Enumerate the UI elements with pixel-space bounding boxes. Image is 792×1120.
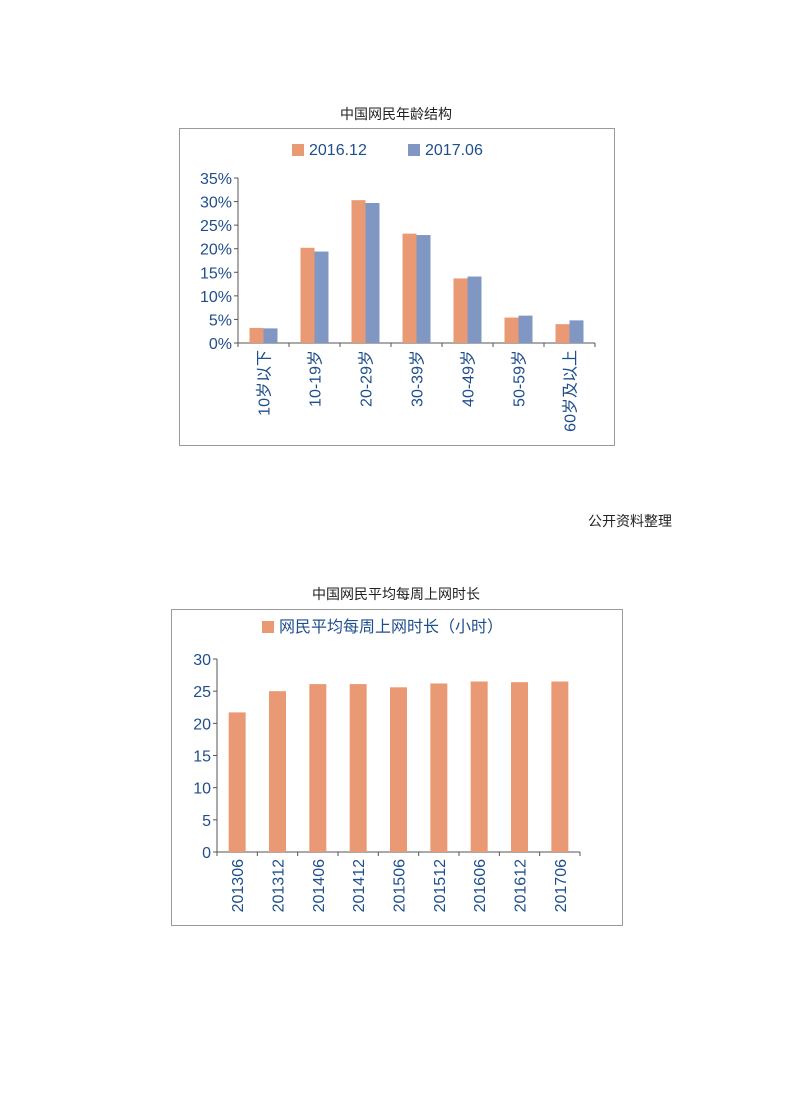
weekly-hours-chart-svg: 网民平均每周上网时长（小时） 0 5 10 15 20 25 30 201306 201312 20… xyxy=(171,609,623,926)
legend-label: 2016.12 xyxy=(309,142,367,159)
x-tick-label: 10-19岁 xyxy=(307,350,325,407)
y-tick-label: 15 xyxy=(193,749,211,766)
x-tick-label: 20-29岁 xyxy=(358,350,376,407)
bar xyxy=(349,684,367,852)
bar xyxy=(555,324,570,343)
bar xyxy=(416,235,431,343)
bar xyxy=(300,247,315,343)
weekly-hours-chart: 网民平均每周上网时长（小时） 0 5 10 15 20 25 30 201306 201312 20… xyxy=(171,609,623,930)
bar xyxy=(504,317,519,343)
y-tick-label: 25 xyxy=(193,684,211,701)
bar xyxy=(228,712,246,852)
x-tick-label: 201612 xyxy=(513,859,530,912)
x-tick-label: 60岁及以上 xyxy=(562,350,580,432)
bar xyxy=(249,327,264,343)
x-tick-label: 201412 xyxy=(351,859,368,912)
x-tick-label: 201706 xyxy=(553,859,570,912)
y-tick-label: 10% xyxy=(200,289,232,306)
age-structure-chart: 2016.12 2017.06 0% 5% 10% 15% 20% 25% 30% 35% 10岁以… xyxy=(179,128,615,450)
bar xyxy=(390,687,407,852)
y-tick-label: 30% xyxy=(200,195,232,212)
bar xyxy=(511,682,528,852)
bar xyxy=(314,251,329,343)
bar xyxy=(430,683,448,852)
bar xyxy=(518,315,533,343)
chart-frame xyxy=(179,128,615,446)
bar xyxy=(569,320,584,343)
x-tick-label: 201406 xyxy=(311,859,328,912)
legend-label: 2017.06 xyxy=(425,142,483,159)
y-tick-label: 10 xyxy=(193,781,211,798)
legend-swatch xyxy=(408,144,420,156)
bar xyxy=(453,278,468,343)
y-tick-label: 20% xyxy=(200,242,232,259)
x-tick-label: 201506 xyxy=(392,859,409,912)
y-tick-label: 5% xyxy=(209,312,232,329)
bar xyxy=(470,681,488,852)
y-tick-label: 35% xyxy=(200,171,232,188)
x-tick-label: 201312 xyxy=(271,859,288,912)
x-tick-label: 201606 xyxy=(472,859,489,912)
bar xyxy=(365,202,380,343)
legend-swatch xyxy=(262,621,274,633)
bar xyxy=(402,233,417,343)
bar xyxy=(309,684,327,852)
y-tick-label: 30 xyxy=(193,652,211,669)
y-tick-label: 20 xyxy=(193,716,211,733)
y-tick-label: 0% xyxy=(209,336,232,353)
bar xyxy=(467,276,482,343)
x-tick-label: 201306 xyxy=(230,859,247,912)
bar xyxy=(263,328,278,343)
y-tick-label: 5 xyxy=(202,813,211,830)
bar xyxy=(551,681,569,852)
chart2-title: 中国网民平均每周上网时长 xyxy=(312,587,480,603)
legend-swatch xyxy=(292,144,304,156)
legend-label: 网民平均每周上网时长（小时） xyxy=(279,618,503,636)
age-structure-chart-svg: 2016.12 2017.06 0% 5% 10% 15% 20% 25% 30% 35% 10岁以… xyxy=(179,128,615,446)
x-tick-label: 30-39岁 xyxy=(409,350,427,407)
source-note: 公开资料整理 xyxy=(588,514,672,530)
x-tick-label: 201512 xyxy=(432,859,449,912)
x-tick-label: 50-59岁 xyxy=(511,350,529,407)
x-tick-label: 10岁以下 xyxy=(256,350,274,416)
x-tick-label: 40-49岁 xyxy=(460,350,478,407)
chart1-title: 中国网民年龄结构 xyxy=(340,107,452,123)
bar xyxy=(269,691,286,852)
y-tick-label: 0 xyxy=(202,845,211,862)
y-tick-label: 15% xyxy=(200,265,232,282)
bar xyxy=(351,200,366,343)
y-tick-label: 25% xyxy=(200,218,232,235)
